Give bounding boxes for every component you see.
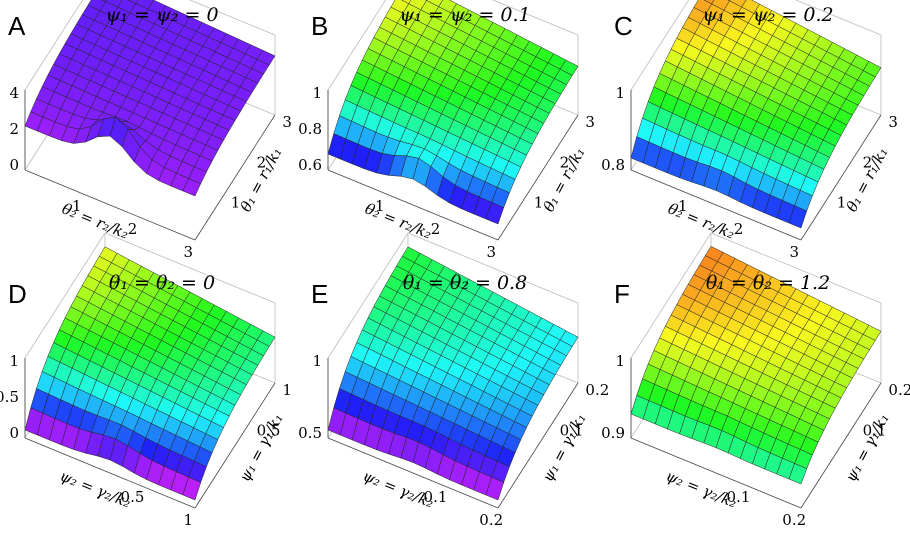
left-tick-label: 3	[183, 243, 193, 261]
axis-line	[630, 437, 802, 509]
panel-title: θ₁ = θ₂ = 1.2	[706, 272, 830, 294]
axis-line	[24, 437, 196, 509]
z-tick-label: 0.8	[601, 156, 625, 174]
axis-line	[800, 382, 882, 509]
right-tick-label: 2	[863, 153, 873, 171]
right-tick-label: 2	[560, 153, 570, 171]
right-tick-label: 0.2	[585, 381, 609, 399]
box-edge	[24, 232, 106, 359]
z-tick-label: 0.5	[0, 388, 19, 406]
surface-patch	[485, 476, 505, 501]
left-tick-label: 2	[128, 220, 138, 238]
panel-title: ψ₁ = ψ₂ = 0.2	[702, 4, 833, 26]
z-tick-label: 1	[615, 352, 625, 370]
axis-line	[194, 114, 276, 241]
panel-letter: B	[311, 11, 328, 41]
panel-title: θ₁ = θ₂ = 0.8	[403, 272, 527, 294]
left-tick-label: 0.5	[121, 488, 145, 506]
axis-line	[327, 437, 499, 509]
box-edge	[104, 232, 276, 304]
box-edge	[630, 232, 712, 359]
box-edge	[327, 232, 409, 359]
right-tick-label: 0.2	[888, 381, 910, 399]
z-tick-label: 0.8	[298, 120, 322, 138]
right-tick-label: 1	[534, 194, 544, 212]
right-tick-label: 0.1	[863, 421, 887, 439]
left-tick-label: 1	[375, 197, 385, 215]
panel-title: ψ₁ = ψ₂ = 0.1	[399, 4, 530, 26]
axis-line	[327, 169, 499, 241]
box-edge	[630, 0, 690, 91]
left-tick-label: 3	[789, 243, 799, 261]
z-tick-label: 1	[312, 84, 322, 102]
box-edge	[794, 0, 882, 36]
z-tick-label: 4	[9, 84, 19, 102]
right-tick-label: 3	[585, 113, 595, 131]
panel-title: θ₁ = θ₂ = 0	[109, 272, 215, 294]
panel-title: ψ₁ = ψ₂ = 0	[105, 4, 218, 26]
axis-line	[630, 169, 802, 241]
box-edge	[24, 0, 84, 91]
surface-patch	[788, 463, 808, 485]
surface-patch	[182, 476, 202, 501]
panel-letter: C	[614, 11, 633, 41]
right-tick-label: 1	[282, 381, 292, 399]
axis-line	[497, 382, 579, 509]
surface-patch	[485, 201, 505, 225]
panel-letter: D	[8, 279, 27, 309]
z-tick-label: 1	[9, 352, 19, 370]
panel-letter: F	[614, 279, 630, 309]
left-axis-label: θ₂ = r₂/k₂	[665, 200, 737, 243]
left-tick-label: 2	[431, 220, 441, 238]
z-tick-label: 0.6	[298, 156, 322, 174]
z-tick-label: 1	[615, 84, 625, 102]
surface-patch	[788, 205, 808, 229]
surface-patch	[182, 178, 202, 197]
right-tick-label: 3	[888, 113, 898, 131]
right-tick-label: 0.1	[560, 421, 584, 439]
box-edge	[710, 232, 882, 304]
box-edge	[407, 232, 579, 304]
axis-line	[800, 114, 882, 241]
panel-letter: E	[311, 279, 328, 309]
right-tick-label: 0.5	[257, 421, 281, 439]
axis-line	[24, 169, 196, 241]
box-edge	[188, 0, 276, 36]
axis-line	[194, 382, 276, 509]
z-tick-label: 0	[9, 424, 19, 442]
left-tick-label: 0.1	[727, 488, 751, 506]
right-tick-label: 1	[837, 194, 847, 212]
left-tick-label: 0.2	[782, 511, 806, 529]
right-tick-label: 1	[231, 194, 241, 212]
left-tick-label: 2	[734, 220, 744, 238]
right-tick-label: 2	[257, 153, 267, 171]
z-tick-label: 0	[9, 156, 19, 174]
z-tick-label: 2	[9, 120, 19, 138]
z-tick-label: 0.5	[298, 424, 322, 442]
left-axis-label: θ₂ = r₂/k₂	[362, 200, 434, 243]
z-tick-label: 1	[312, 352, 322, 370]
z-tick-label: 0.9	[601, 424, 625, 442]
left-tick-label: 0.1	[424, 488, 448, 506]
left-tick-label: 1	[678, 197, 688, 215]
panel-letter: A	[8, 11, 26, 41]
box-edge	[491, 0, 579, 36]
left-tick-label: 0.2	[479, 511, 503, 529]
left-tick-label: 1	[72, 197, 82, 215]
box-edge	[327, 0, 387, 91]
left-tick-label: 3	[486, 243, 496, 261]
right-tick-label: 3	[282, 113, 292, 131]
left-tick-label: 1	[183, 511, 193, 529]
axis-line	[497, 114, 579, 241]
left-axis-label: θ₂ = r₂/k₂	[59, 200, 131, 243]
